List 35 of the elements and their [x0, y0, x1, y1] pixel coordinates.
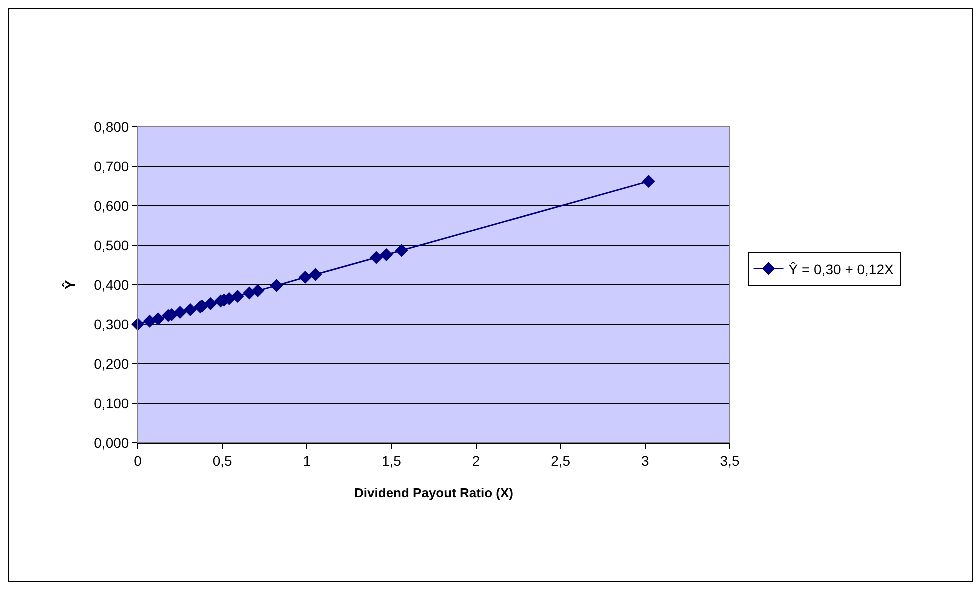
x-tick-label: 3,5: [720, 452, 740, 469]
point: [252, 284, 265, 298]
point: [143, 314, 156, 328]
y-tick-label: 0,500: [94, 237, 130, 254]
y-tick-label: 0,200: [94, 356, 130, 372]
point: [152, 312, 165, 326]
x-tick-label: 1,5: [382, 452, 402, 469]
y-tick-label: 0,600: [94, 198, 130, 214]
x-tick-label: 1: [303, 452, 312, 469]
x-tick-label: 3: [642, 452, 650, 469]
point: [270, 279, 284, 292]
point: [370, 251, 383, 264]
x-tick-label: 2: [472, 452, 480, 469]
y-tick-label: 0,700: [94, 158, 130, 174]
x-tick-label: 0,5: [212, 452, 233, 469]
y-tick-label: 0,000: [94, 434, 130, 451]
point: [174, 306, 187, 320]
point: [395, 244, 408, 258]
x-axis-title: Dividend Payout Ratio (X): [354, 485, 514, 500]
y-tick-label: 0,800: [94, 118, 130, 135]
y-tick-label: 0,400: [94, 276, 130, 293]
point: [243, 286, 256, 300]
point: [184, 303, 197, 316]
point: [642, 175, 656, 188]
point: [204, 297, 218, 310]
point: [231, 290, 244, 303]
y-tick-label: 0,300: [94, 316, 130, 332]
point: [309, 268, 322, 282]
x-tick-label: 0: [134, 452, 142, 469]
point: [380, 248, 394, 262]
point: [298, 271, 312, 284]
legend-label: Ŷ = 0,30 + 0,12X: [788, 261, 895, 278]
x-tick-label: 2,5: [551, 452, 571, 469]
y-axis-title: Ŷ: [62, 280, 78, 290]
y-tick-label: 0,100: [94, 395, 130, 412]
